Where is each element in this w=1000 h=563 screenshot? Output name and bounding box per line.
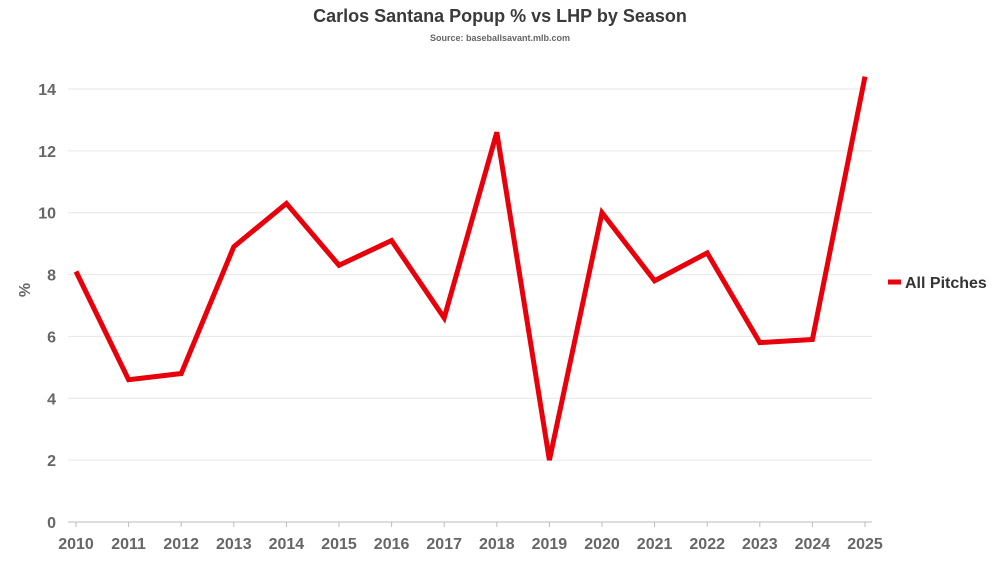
y-tick-label: 12 bbox=[38, 144, 56, 161]
x-tick-label: 2024 bbox=[795, 536, 831, 553]
x-tick-label: 2022 bbox=[689, 536, 725, 553]
chart-title: Carlos Santana Popup % vs LHP by Season bbox=[313, 6, 687, 26]
x-tick-label: 2019 bbox=[532, 536, 568, 553]
x-tick-label: 2015 bbox=[321, 536, 357, 553]
y-tick-label: 8 bbox=[47, 268, 56, 285]
x-tick-label: 2020 bbox=[584, 536, 620, 553]
x-tick-label: 2011 bbox=[111, 536, 146, 553]
x-tick-label: 2012 bbox=[163, 536, 199, 553]
y-tick-label: 14 bbox=[38, 82, 56, 99]
x-tick-label: 2014 bbox=[269, 536, 305, 553]
y-tick-label: 0 bbox=[47, 515, 56, 532]
x-tick-label: 2017 bbox=[426, 536, 462, 553]
series-line bbox=[73, 76, 868, 461]
x-tick-label: 2013 bbox=[216, 536, 252, 553]
y-tick-label: 6 bbox=[47, 329, 56, 346]
x-tick-label: 2016 bbox=[374, 536, 410, 553]
chart-subtitle: Source: baseballsavant.mlb.com bbox=[429, 33, 571, 43]
x-tick-label: 2018 bbox=[479, 536, 515, 553]
y-tick-label: 2 bbox=[47, 453, 56, 470]
x-tick-label: 2025 bbox=[847, 536, 883, 553]
y-tick-label: 10 bbox=[38, 206, 56, 223]
y-axis-label: % bbox=[17, 283, 34, 297]
x-tick-label: 2023 bbox=[742, 536, 778, 553]
legend-label: All Pitches bbox=[905, 275, 987, 292]
x-tick-label: 2010 bbox=[58, 536, 94, 553]
x-tick-label: 2021 bbox=[637, 536, 673, 553]
y-tick-label: 4 bbox=[47, 391, 56, 408]
